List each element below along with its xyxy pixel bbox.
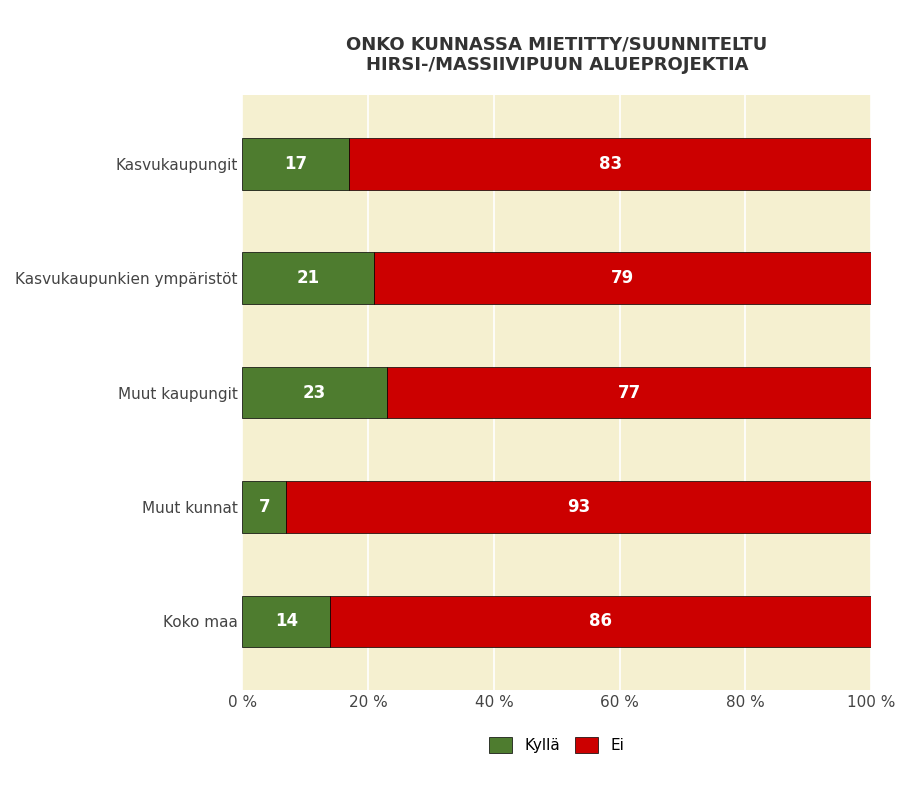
Text: 17: 17 [285, 155, 307, 173]
Text: 93: 93 [568, 498, 590, 516]
Text: 77: 77 [618, 384, 640, 401]
Bar [330, 596, 871, 647]
Bar [242, 252, 374, 304]
Bar [242, 138, 349, 190]
Bar [387, 367, 871, 418]
Text: 83: 83 [599, 155, 621, 173]
Bar [242, 481, 286, 533]
Bar [286, 481, 871, 533]
Bar [349, 138, 871, 190]
Text: 21: 21 [297, 269, 320, 287]
Text: 86: 86 [589, 612, 612, 630]
Text: 79: 79 [612, 269, 634, 287]
Text: 23: 23 [304, 384, 326, 401]
Bar [374, 252, 871, 304]
Legend: Kyllä, Ei: Kyllä, Ei [483, 731, 630, 760]
Bar [242, 367, 387, 418]
Text: 14: 14 [275, 612, 298, 630]
Text: 7: 7 [259, 498, 270, 516]
Bar [242, 596, 330, 647]
Title: ONKO KUNNASSA MIETITTY/SUUNNITELTU
HIRSI-/MASSIIVIPUUN ALUEPROJEKTIA: ONKO KUNNASSA MIETITTY/SUUNNITELTU HIRSI… [346, 36, 768, 75]
